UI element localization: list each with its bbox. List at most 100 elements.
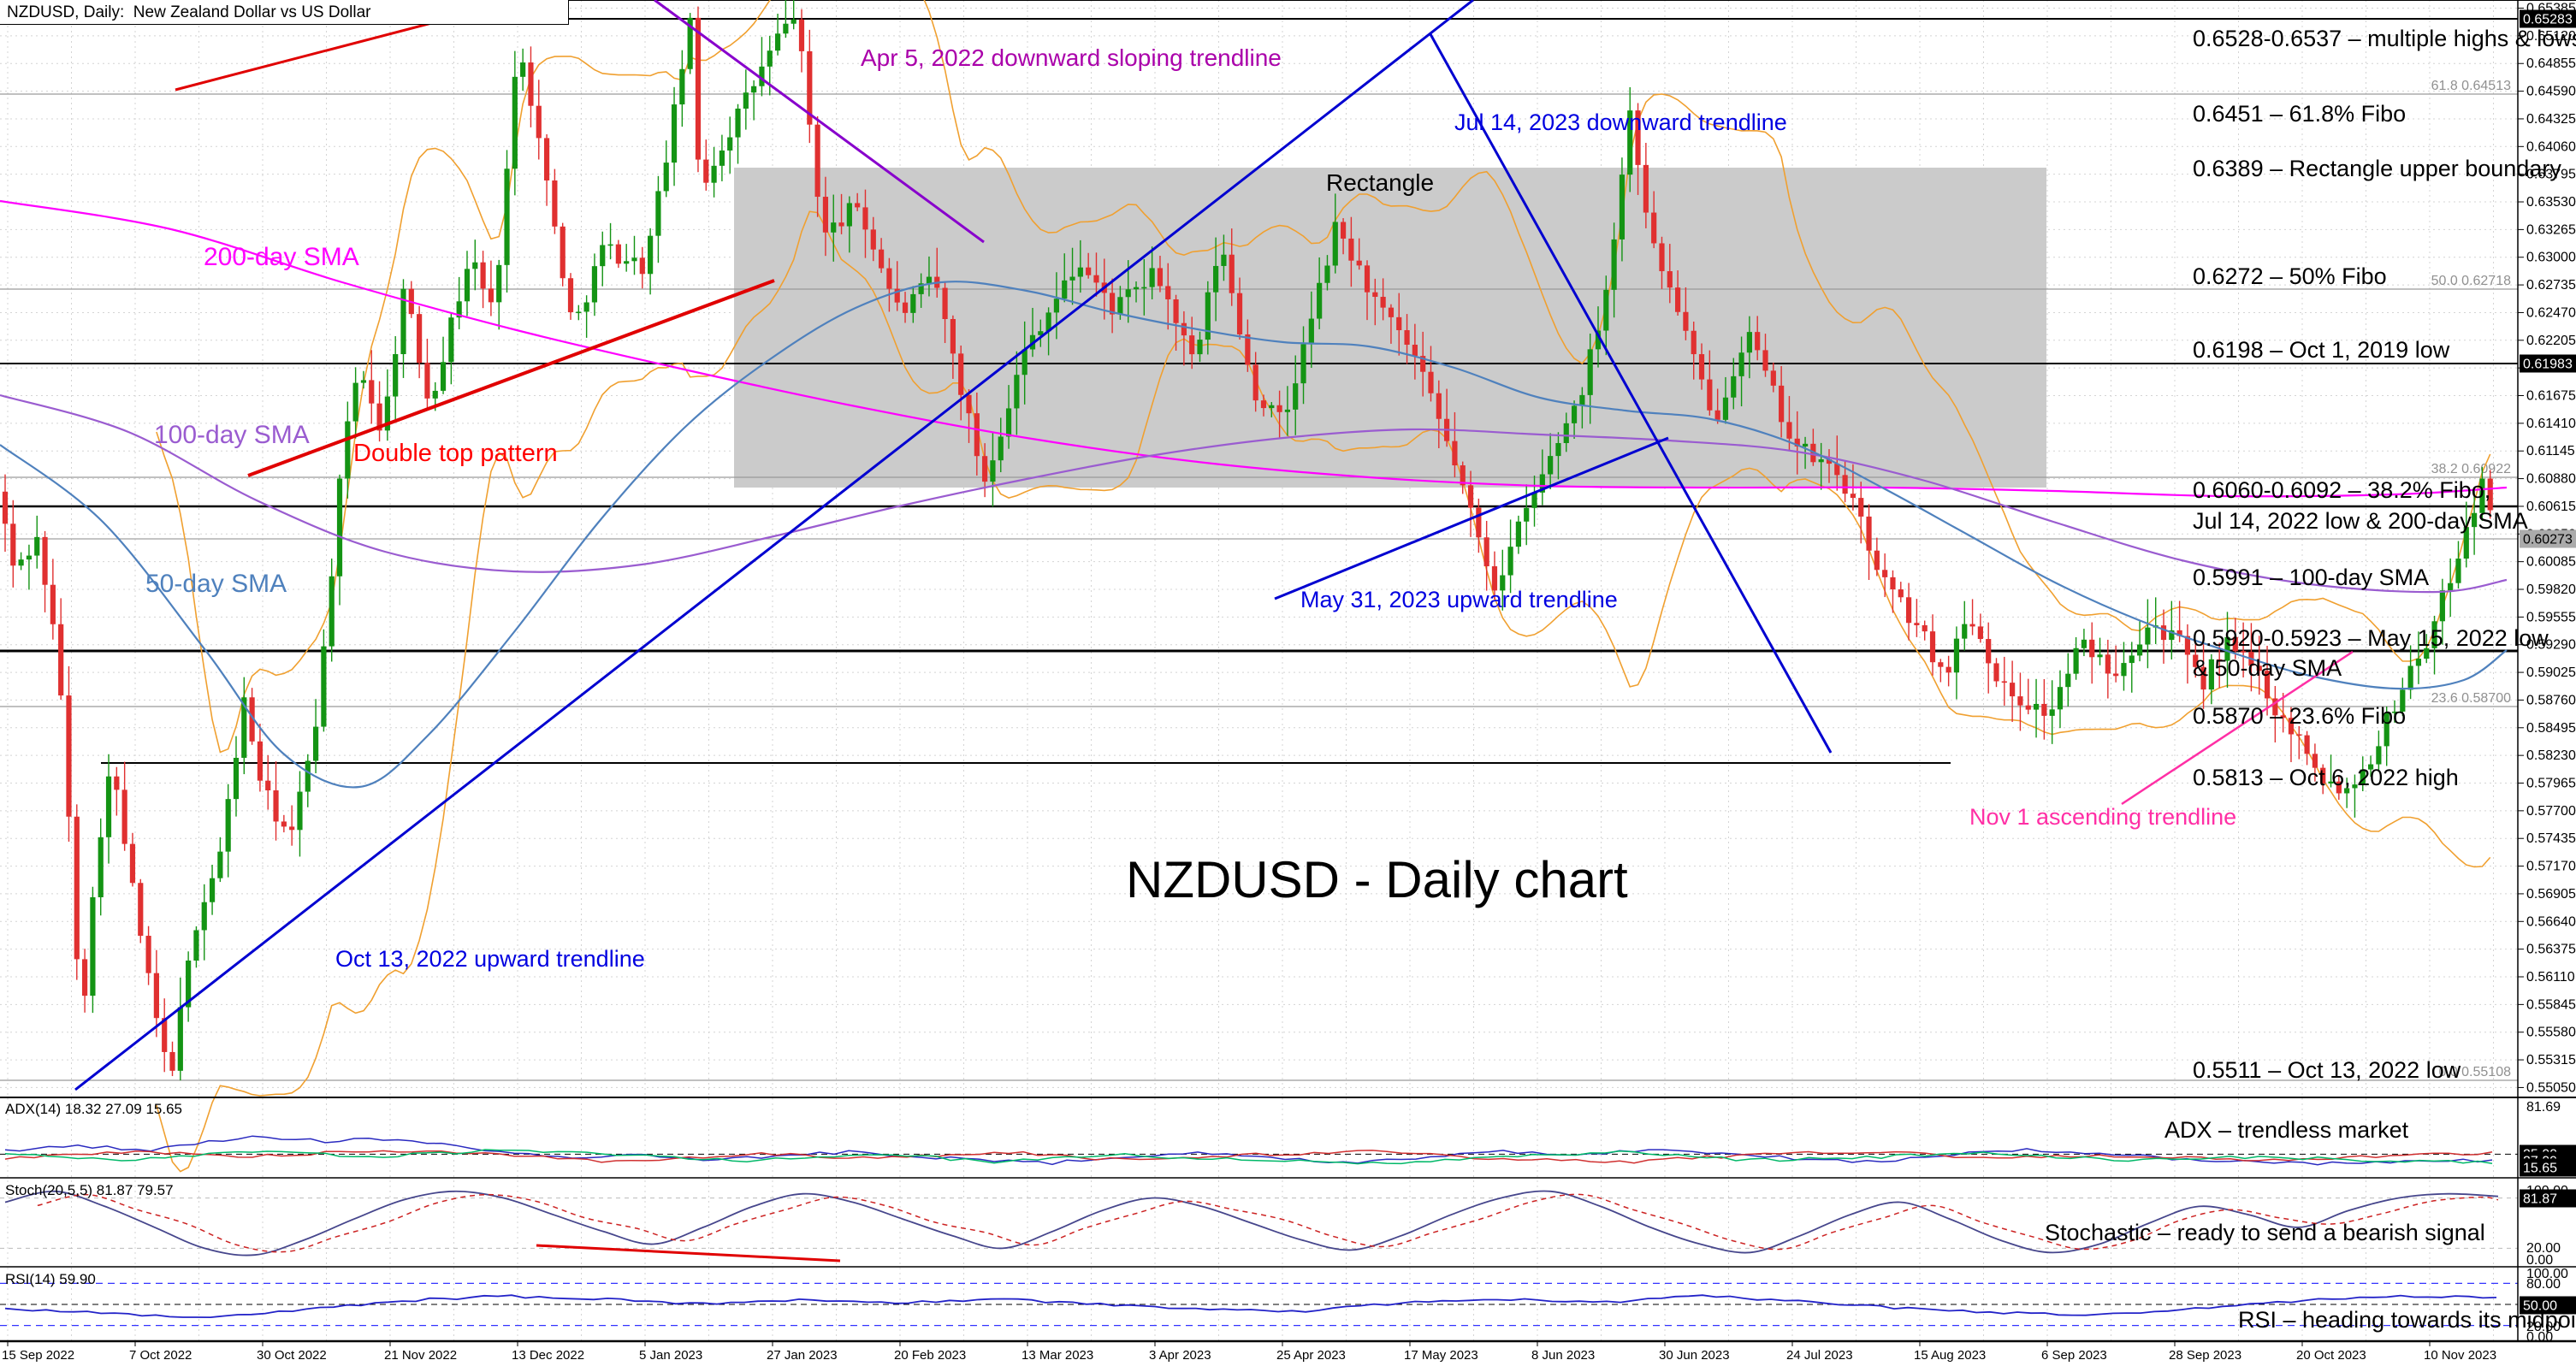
- date-tick-label[interactable]: 6 Sep 2023: [2041, 1348, 2107, 1363]
- price-tick-label: 0.56110: [2526, 970, 2575, 985]
- indicator-tick-label: 20.00: [2526, 1241, 2561, 1256]
- label-rectangle: Rectangle: [1326, 169, 1435, 196]
- date-tick-label[interactable]: 27 Jan 2023: [767, 1348, 838, 1363]
- sma100-line: [0, 393, 2508, 594]
- indicator-tick-label: 80.00: [2526, 1277, 2561, 1292]
- price-tick-label: 0.59290: [2526, 638, 2576, 653]
- price-tick-label: 0.63000: [2526, 251, 2576, 265]
- fib-level-label: 0.0 0.55108: [2438, 1065, 2511, 1079]
- price-series: [0, 0, 2508, 1173]
- date-tick-label[interactable]: 13 Dec 2022: [512, 1348, 584, 1363]
- price-tick-label: 0.60880: [2526, 472, 2576, 487]
- indicator-tick-label: 0.00: [2526, 1253, 2553, 1268]
- stoch-divergence-line[interactable]: [536, 1244, 841, 1263]
- date-tick-label[interactable]: 30 Jun 2023: [1659, 1348, 1730, 1363]
- oct13-2022-trendline[interactable]: [74, 0, 1474, 1091]
- stoch-indicator-label: Stoch(20,5,5) 81.87 79.57: [5, 1182, 174, 1198]
- window-title: NZDUSD, Daily: New Zealand Dollar vs US …: [7, 3, 371, 21]
- note-382-fibo-2: Jul 14, 2022 low & 200-day SMA: [2193, 508, 2528, 534]
- fib-level-label: 61.8 0.64513: [2431, 79, 2512, 93]
- date-tick-label[interactable]: 20 Oct 2023: [2296, 1348, 2366, 1363]
- nov1-trendline[interactable]: [2121, 650, 2354, 806]
- date-tick-label[interactable]: 20 Feb 2023: [894, 1348, 966, 1363]
- date-tick-label[interactable]: 21 Nov 2022: [384, 1348, 457, 1363]
- price-tick-label: 0.64855: [2526, 56, 2576, 71]
- price-tick-label: 0.59820: [2526, 582, 2576, 597]
- label-200sma: 200-day SMA: [204, 243, 359, 271]
- date-tick-label[interactable]: 10 Nov 2023: [2424, 1348, 2496, 1363]
- price-tick-label: 0.58760: [2526, 693, 2576, 707]
- axis-price-box: [2520, 1158, 2576, 1177]
- price-tick-label: 0.57700: [2526, 804, 2576, 819]
- indicator-tick-label: 81.69: [2526, 1100, 2561, 1115]
- axis-price-box-label: 0.61983: [2523, 358, 2573, 372]
- axis-price-box-label: 50.00: [2523, 1299, 2557, 1314]
- jul14-2023-trendline[interactable]: [1429, 33, 1833, 754]
- chart-main-title: NZDUSD - Daily chart: [1126, 851, 1628, 908]
- sma50-line: [0, 281, 2508, 789]
- price-tick-label: 0.59025: [2526, 665, 2576, 680]
- price-tick-label: 0.56375: [2526, 943, 2576, 957]
- date-tick-label[interactable]: 25 Apr 2023: [1276, 1348, 1346, 1363]
- indicator-tick-label: 20.00: [2526, 1320, 2561, 1334]
- price-tick-label: 0.55580: [2526, 1026, 2576, 1040]
- date-tick-label[interactable]: 30 Oct 2022: [257, 1348, 327, 1363]
- price-tick-label: 0.57170: [2526, 860, 2576, 874]
- price-tick-label: 0.64325: [2526, 112, 2576, 127]
- axis-price-box: [2520, 354, 2576, 373]
- note-adx: ADX – trendless market: [2164, 1117, 2409, 1143]
- note-oct-2019-low: 0.6198 – Oct 1, 2019 low: [2193, 337, 2450, 363]
- date-tick-label[interactable]: 15 Aug 2023: [1914, 1348, 1986, 1363]
- rsi-indicator-label: RSI(14) 59.90: [5, 1271, 96, 1287]
- adx-line-2: [4, 1149, 2493, 1165]
- axis-price-box: [2520, 9, 2576, 28]
- indicator-panels: [0, 1097, 2576, 1343]
- date-tick-label[interactable]: 7 Oct 2022: [129, 1348, 192, 1363]
- date-tick-label[interactable]: 5 Jan 2023: [639, 1348, 702, 1363]
- sma200-line: [0, 199, 2508, 498]
- price-tick-label: 0.65120: [2526, 29, 2576, 44]
- date-tick-label[interactable]: 24 Jul 2023: [1786, 1348, 1853, 1363]
- date-tick-label[interactable]: 15 Sep 2022: [2, 1348, 74, 1363]
- label-double-top: Double top pattern: [353, 440, 558, 467]
- adx-line-0: [4, 1135, 2493, 1166]
- note-oct13-low: 0.5511 – Oct 13, 2022 low: [2193, 1057, 2461, 1083]
- fib-level-label: 38.2 0.60922: [2431, 462, 2512, 476]
- price-tick-label: 0.60085: [2526, 555, 2576, 570]
- date-tick-label[interactable]: 28 Sep 2023: [2169, 1348, 2241, 1363]
- axis-price-box-label: 0.65283: [2523, 13, 2573, 27]
- price-tick-label: 0.64590: [2526, 85, 2576, 99]
- price-tick-label: 0.56905: [2526, 887, 2576, 902]
- date-tick-label[interactable]: 13 Mar 2023: [1022, 1348, 1093, 1363]
- note-stoch: Stochastic – ready to send a bearish sig…: [2045, 1220, 2485, 1245]
- note-may15-low-2: & 50-day SMA: [2193, 655, 2342, 681]
- may31-2023-trendline[interactable]: [1274, 436, 1669, 600]
- bollinger-upper-band: [156, 0, 2491, 754]
- price-tick-label: 0.62470: [2526, 305, 2576, 320]
- price-tick-label: 0.63265: [2526, 222, 2576, 237]
- date-tick-label[interactable]: 3 Apr 2023: [1149, 1348, 1211, 1363]
- apr5-2022-trendline[interactable]: [654, 0, 985, 244]
- stoch-signal-line: [37, 1193, 2499, 1253]
- label-nov1-trendline: Nov 1 ascending trendline: [1969, 804, 2237, 830]
- note-50-fibo: 0.6272 – 50% Fibo: [2193, 263, 2387, 289]
- price-tick-label: 0.63530: [2526, 195, 2576, 210]
- adx-indicator-label: ADX(14) 18.32 27.09 15.65: [5, 1101, 182, 1117]
- axis-price-box: [2520, 1296, 2576, 1315]
- double-top-neckline[interactable]: [247, 279, 775, 477]
- price-tick-label: 0.61410: [2526, 417, 2576, 431]
- bollinger-lower-band: [156, 210, 2491, 1173]
- note-oct6-high: 0.5813 – Oct 6, 2022 high: [2193, 765, 2459, 790]
- price-tick-label: 0.62735: [2526, 278, 2576, 293]
- label-50sma: 50-day SMA: [145, 570, 287, 598]
- stoch-main-line: [4, 1190, 2499, 1257]
- date-tick-label[interactable]: 8 Jun 2023: [1531, 1348, 1595, 1363]
- date-tick-label[interactable]: 17 May 2023: [1404, 1348, 1478, 1363]
- rsi-line: [4, 1294, 2497, 1319]
- fib-level-label: 50.0 0.62718: [2431, 274, 2512, 288]
- axis-price-box: [2520, 1189, 2576, 1208]
- label-apr5-trendline: Apr 5, 2022 downward sloping trendline: [861, 44, 1282, 71]
- price-tick-label: 0.57435: [2526, 831, 2576, 846]
